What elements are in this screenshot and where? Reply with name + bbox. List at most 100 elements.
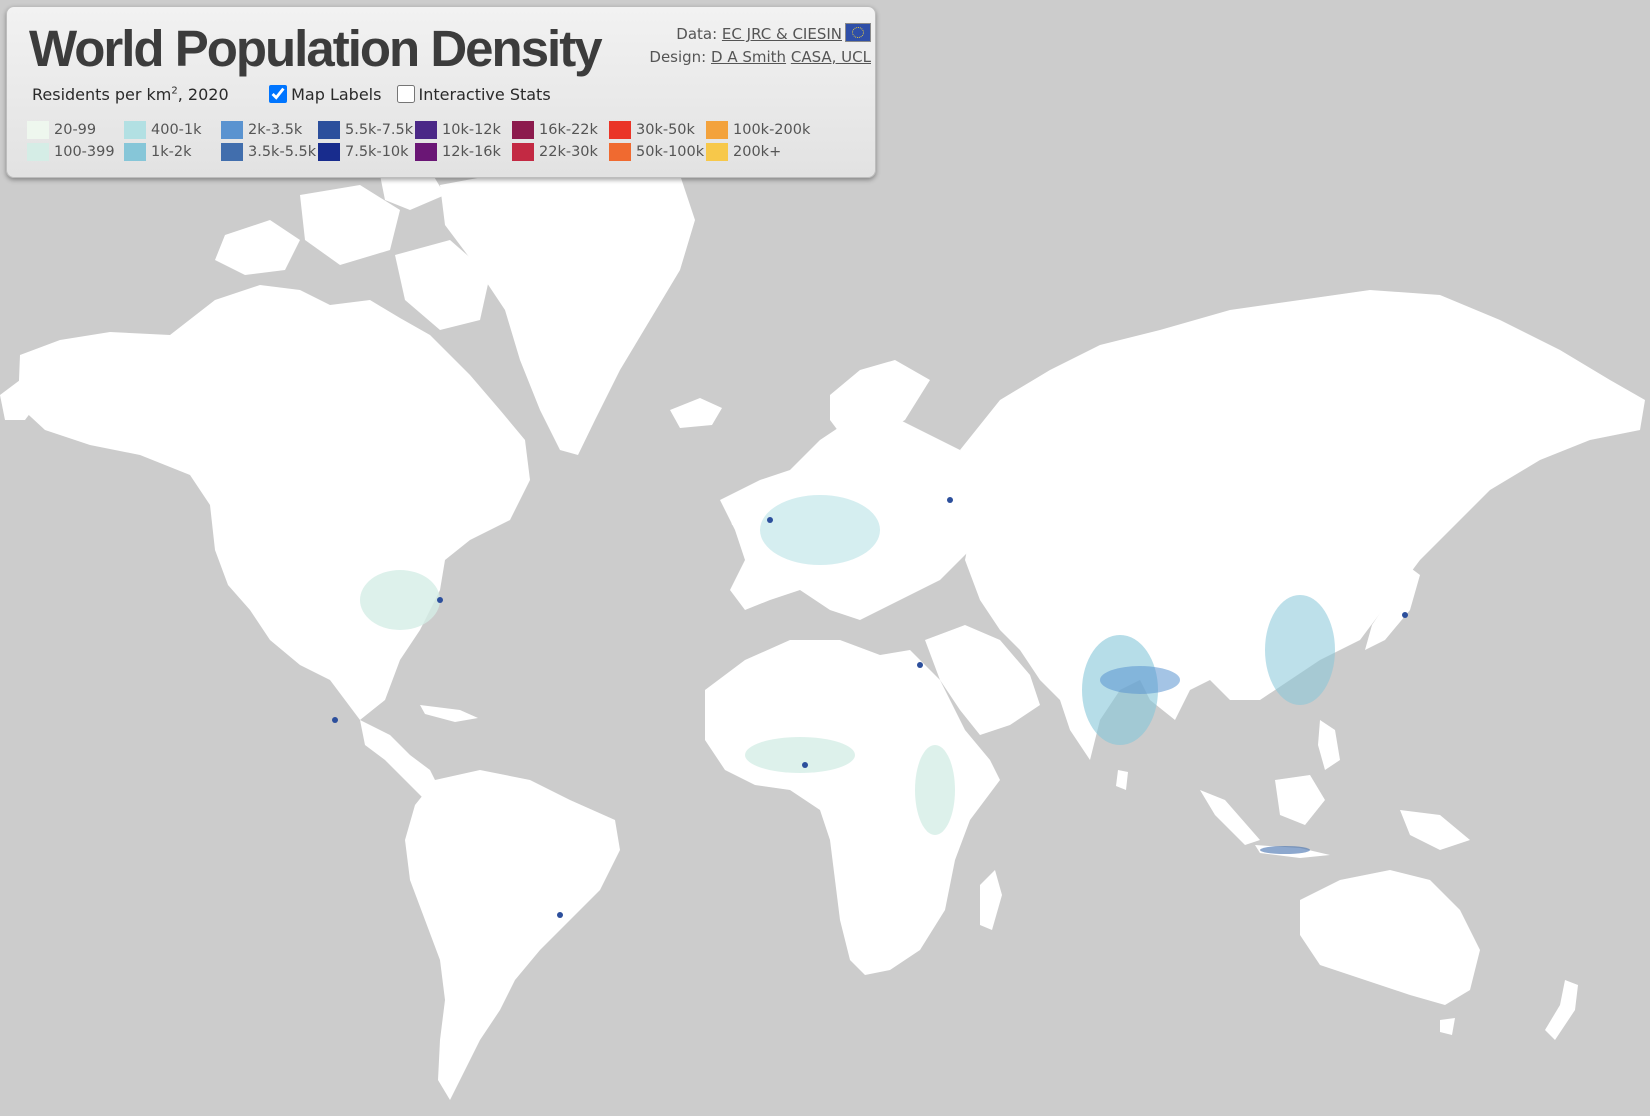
map-labels-checkbox[interactable]: [269, 85, 288, 103]
legend-label: 50k-100k: [636, 144, 705, 160]
data-credit: Data: EC JRC & CIESIN: [649, 23, 871, 46]
legend-label: 100k-200k: [733, 122, 811, 138]
land-africa: [705, 640, 1000, 975]
city-london: [767, 517, 773, 523]
legend-label: 3.5k-5.5k: [248, 144, 317, 160]
city-lagos: [802, 762, 808, 768]
legend-label: 30k-50k: [636, 122, 695, 138]
design-credit-label: Design:: [649, 48, 707, 66]
legend-swatch: [706, 121, 728, 139]
legend-swatch: [415, 143, 437, 161]
land-borneo: [1275, 775, 1325, 825]
land-central-america: [360, 720, 440, 800]
land-ireland: [728, 500, 746, 525]
hotspot-east-africa: [915, 745, 955, 835]
legend-panel: World Population Density Data: EC JRC & …: [6, 6, 876, 178]
legend-item: 10k-12k: [415, 119, 512, 141]
hotspot-java: [1260, 846, 1310, 854]
controls-row: Residents per km2, 2020 Map Labels Inter…: [32, 85, 561, 104]
eu-flag-icon[interactable]: [845, 23, 871, 42]
interactive-stats-toggle[interactable]: Interactive Stats: [396, 85, 551, 104]
legend-label: 200k+: [733, 144, 782, 160]
hotspot-east-china: [1265, 595, 1335, 705]
land-cuba: [420, 705, 478, 722]
land-greenland: [440, 170, 695, 455]
legend-label: 22k-30k: [539, 144, 598, 160]
legend-item: 7.5k-10k: [318, 141, 415, 163]
land-sri-lanka: [1116, 770, 1128, 790]
city-sao-paulo: [557, 912, 563, 918]
hotspot-ganges: [1100, 666, 1180, 694]
legend-item: 12k-16k: [415, 141, 512, 163]
legend-item: 5.5k-7.5k: [318, 119, 415, 141]
density-hotspots: [332, 495, 1408, 918]
hotspot-east-us: [360, 570, 440, 630]
city-cairo: [917, 662, 923, 668]
legend-swatch: [27, 143, 49, 161]
hotspot-europe: [760, 495, 880, 565]
legend-swatch: [609, 121, 631, 139]
density-legend: 20-99 100-399 400-1k 1k-2k 2k-3.5k 3.5k-5.5k 5…: [27, 119, 810, 163]
land-australia: [1300, 870, 1480, 1005]
land-arctic-islands-1: [215, 220, 300, 275]
data-source-link[interactable]: EC JRC & CIESIN: [721, 25, 842, 43]
legend-swatch: [221, 143, 243, 161]
legend-label: 1k-2k: [151, 144, 192, 160]
city-moscow: [947, 497, 953, 503]
city-new-york: [437, 597, 443, 603]
legend-item: 3.5k-5.5k: [221, 141, 318, 163]
land-new-zealand: [1545, 980, 1578, 1040]
map-labels-toggle[interactable]: Map Labels: [269, 85, 381, 104]
legend-subtitle: Residents per km2, 2020: [32, 85, 229, 104]
land-baffin: [395, 240, 490, 330]
legend-item: 20-99: [27, 119, 124, 141]
land-tasmania: [1440, 1018, 1455, 1035]
legend-item: 16k-22k: [512, 119, 609, 141]
legend-label: 12k-16k: [442, 144, 501, 160]
hotspot-west-africa: [745, 737, 855, 773]
legend-label: 7.5k-10k: [345, 144, 409, 160]
land-sumatra: [1200, 790, 1260, 845]
city-tokyo: [1402, 612, 1408, 618]
interactive-stats-label: Interactive Stats: [418, 85, 551, 104]
design-credit: Design: D A Smith CASA, UCL: [649, 46, 871, 69]
map-labels-label: Map Labels: [291, 85, 382, 104]
legend-item: 30k-50k: [609, 119, 706, 141]
legend-label: 5.5k-7.5k: [345, 122, 414, 138]
legend-label: 20-99: [54, 122, 97, 138]
legend-label: 2k-3.5k: [248, 122, 303, 138]
legend-swatch: [415, 121, 437, 139]
legend-swatch: [609, 143, 631, 161]
legend-item: 100k-200k: [706, 119, 810, 141]
land-arctic-islands-3: [380, 170, 445, 210]
legend-item: 2k-3.5k: [221, 119, 318, 141]
credits: Data: EC JRC & CIESIN Design: D A Smith …: [649, 23, 871, 69]
land-philippines: [1318, 720, 1340, 770]
data-credit-label: Data:: [676, 25, 718, 43]
land-new-guinea: [1400, 810, 1470, 850]
legend-swatch: [27, 121, 49, 139]
land-alaska-west: [0, 380, 40, 420]
legend-label: 10k-12k: [442, 122, 501, 138]
legend-swatch: [706, 143, 728, 161]
city-mexico-city: [332, 717, 338, 723]
land-scandinavia: [830, 360, 930, 440]
legend-item: 100-399: [27, 141, 124, 163]
legend-label: 16k-22k: [539, 122, 598, 138]
designer-link[interactable]: D A Smith: [711, 48, 787, 66]
legend-swatch: [318, 121, 340, 139]
legend-swatch: [318, 143, 340, 161]
legend-swatch: [512, 143, 534, 161]
land-south-america: [405, 770, 620, 1100]
land-madagascar: [980, 870, 1002, 930]
legend-swatch: [124, 143, 146, 161]
land-japan: [1365, 560, 1420, 650]
landmasses: [0, 170, 1645, 1100]
legend-item: 1k-2k: [124, 141, 221, 163]
legend-label: 400-1k: [151, 122, 202, 138]
legend-item: 50k-100k: [609, 141, 706, 163]
interactive-stats-checkbox[interactable]: [396, 85, 415, 103]
legend-item: 22k-30k: [512, 141, 609, 163]
institution-link[interactable]: CASA, UCL: [790, 48, 871, 66]
